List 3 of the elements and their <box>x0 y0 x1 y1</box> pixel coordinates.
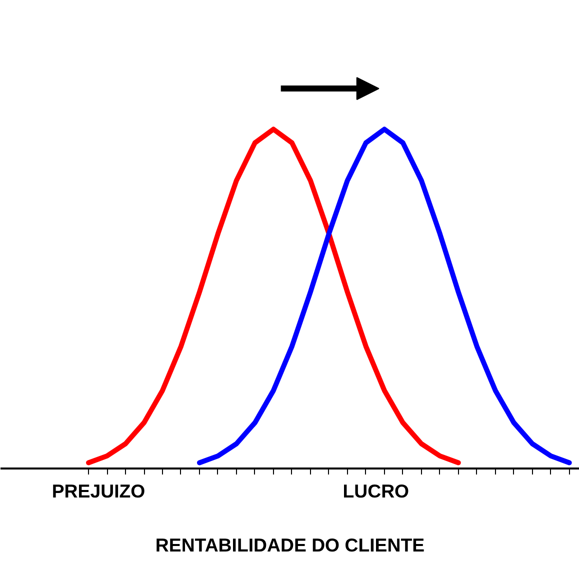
x-axis-title: RENTABILIDADE DO CLIENTE <box>155 534 425 556</box>
text: LUCRO <box>342 480 410 502</box>
text: PREJUIZO <box>52 480 146 502</box>
